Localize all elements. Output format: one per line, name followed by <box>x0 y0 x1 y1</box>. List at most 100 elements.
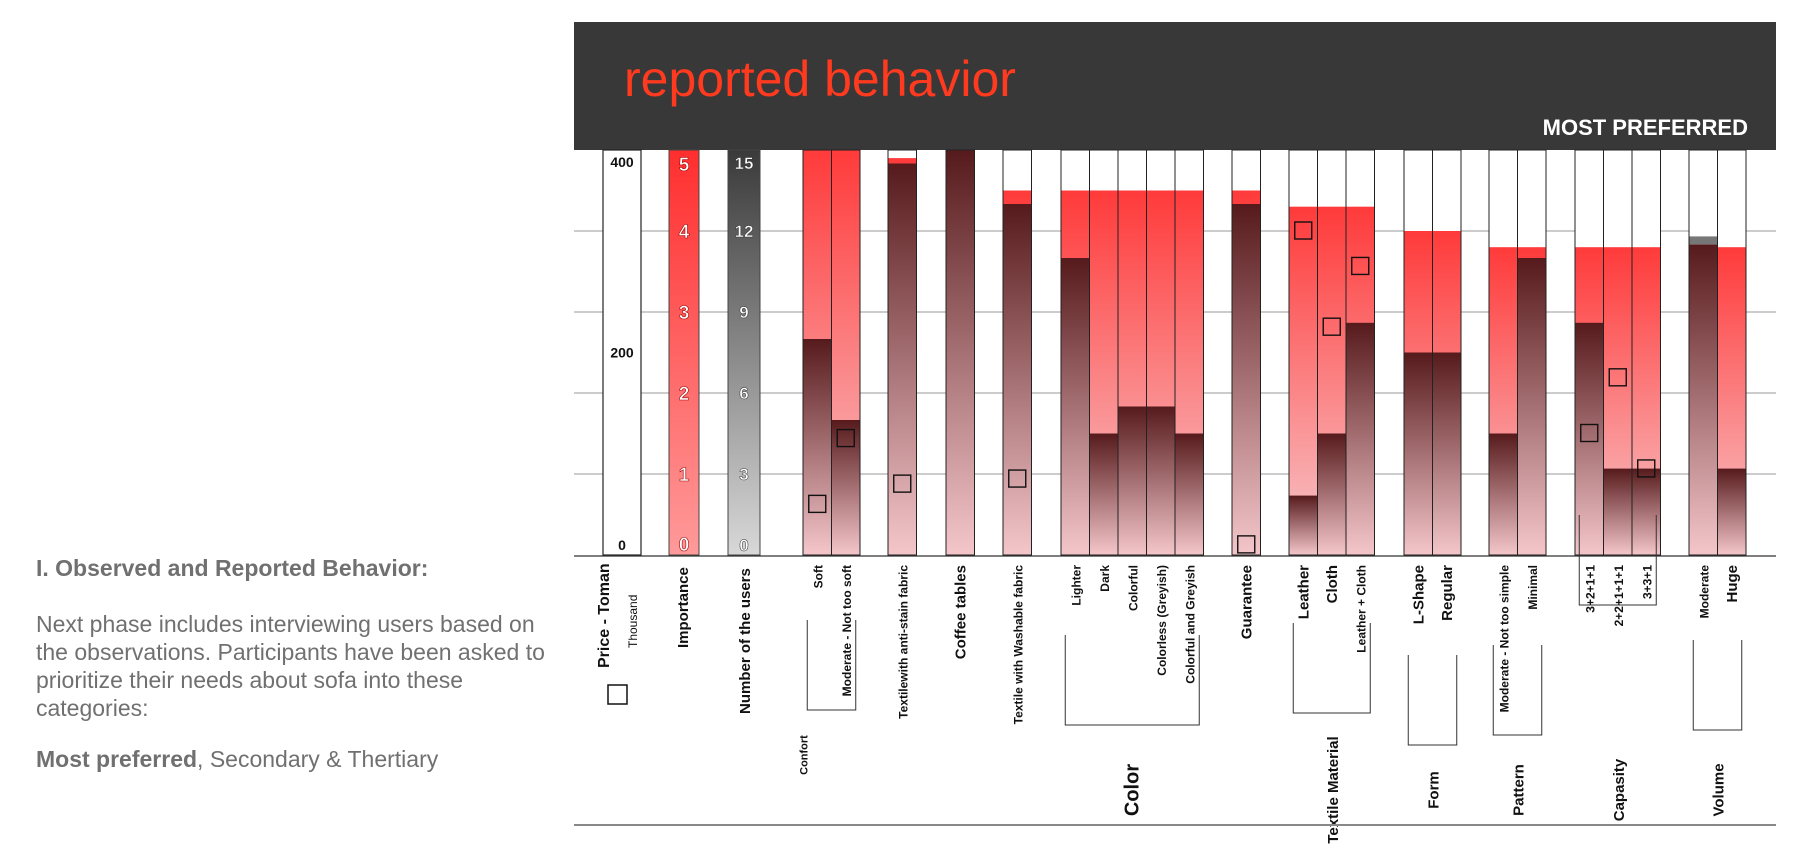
group-bracket <box>1692 640 1743 731</box>
group-bracket <box>1292 623 1371 714</box>
bar-users <box>803 339 831 555</box>
bar-users <box>1346 322 1374 555</box>
group-bracket <box>806 620 857 711</box>
bar-users <box>1232 204 1260 555</box>
group-brackets <box>806 515 1743 746</box>
group-bracket <box>1407 655 1458 746</box>
group-label: Form <box>1426 771 1443 809</box>
bar-label: Guarantee <box>1238 565 1255 639</box>
price-marker <box>1580 423 1599 443</box>
importance-tick: 0 <box>679 535 690 556</box>
bar-users <box>1289 495 1317 555</box>
bar-users <box>1318 433 1346 555</box>
group-label-group: Confort <box>798 735 810 775</box>
price-tick: 0 <box>618 537 626 553</box>
bar-label: 3+3+1 <box>1640 565 1654 599</box>
section-footer: Most preferred, Secondary & Thertiary <box>36 746 556 773</box>
price-axis-ticks: 400 200 0 <box>610 154 634 553</box>
importance-tick: 1 <box>679 465 690 486</box>
bar-label-group: Moderate - Not too soft <box>840 565 854 696</box>
bar-users <box>1175 433 1203 555</box>
price-marker <box>808 494 827 514</box>
group-label-group: Color <box>1121 764 1143 816</box>
importance-tick: 2 <box>679 384 690 405</box>
price-markers <box>808 221 1656 554</box>
users-scale-labels: 15 12 9 6 3 0 <box>734 154 754 556</box>
bar-outline <box>1432 149 1462 556</box>
bar-outline <box>1631 149 1661 556</box>
price-marker <box>1322 317 1341 336</box>
group-label: Pattern <box>1511 764 1528 816</box>
bar-users <box>888 163 916 555</box>
bar-label: Huge <box>1724 565 1741 603</box>
bar-label-group: Soft <box>811 565 825 588</box>
users-label: Number of the users <box>737 568 754 714</box>
bar-label-group: Moderate <box>1697 565 1711 619</box>
bar-label-group: Minimal <box>1526 565 1540 610</box>
chart-title: reported behavior <box>624 51 1016 107</box>
group-bracket <box>1578 515 1657 606</box>
importance-scale-bar <box>668 149 700 556</box>
bar-outline <box>1717 149 1747 556</box>
bar-label: Lighter <box>1069 565 1083 606</box>
price-marker <box>1637 459 1656 478</box>
bar-label-group: Textilewith anti-stain fabric <box>896 565 910 719</box>
price-marker <box>1294 221 1313 240</box>
bar-outline <box>1517 149 1547 556</box>
bar-users <box>1632 468 1660 555</box>
bar-users <box>1090 433 1118 555</box>
users-scale-bar <box>727 149 761 556</box>
bar-users <box>1718 468 1746 555</box>
bar-users <box>1061 258 1089 555</box>
price-axis-unit: Thousand <box>626 595 640 648</box>
bar-users <box>1604 468 1632 555</box>
bar-outline <box>831 149 861 556</box>
bar-label-group: Regular <box>1439 565 1456 621</box>
group-label: Volume <box>1711 763 1728 816</box>
price-marker <box>893 474 912 493</box>
users-tick: 3 <box>739 465 748 484</box>
chart-subtitle: MOST PREFERRED <box>1543 115 1748 140</box>
group-label: Capasity <box>1611 758 1628 821</box>
bar-columns <box>802 149 1747 556</box>
bar-label: Soft <box>811 565 825 588</box>
bar-label: Moderate - Not too simple <box>1497 565 1511 713</box>
group-label: Confort <box>798 735 810 775</box>
bar-label: Regular <box>1439 565 1456 621</box>
bar-label-group: Colorful <box>1126 565 1140 611</box>
bar-outline <box>1174 149 1204 556</box>
bar-label: 2+2+1+1+1 <box>1612 565 1626 627</box>
users-tick: 12 <box>735 222 754 241</box>
bar-users <box>832 420 860 555</box>
bar-label-group: Leather + Cloth <box>1354 565 1368 653</box>
bar-label: Cloth <box>1324 565 1341 603</box>
bar-label: Colorless (Greyish) <box>1155 565 1169 676</box>
bar-label-group: Leather <box>1295 565 1312 619</box>
bar-label: Leather <box>1295 565 1312 619</box>
bar-label-group: Huge <box>1724 565 1741 603</box>
bar-label-group: Cloth <box>1324 565 1341 603</box>
bar-users <box>1433 352 1461 555</box>
price-marker <box>1351 256 1370 276</box>
bar-label: Coffee tables <box>952 565 969 659</box>
bar-users <box>946 150 974 555</box>
bar-label: Moderate <box>1697 565 1711 619</box>
bar-outline <box>1002 149 1032 556</box>
bar-users <box>1147 406 1175 555</box>
importance-scale-labels: 5 4 3 2 1 0 <box>678 155 690 557</box>
users-tick: 0 <box>739 536 748 555</box>
bar-outline <box>945 149 975 556</box>
importance-label: Importance <box>675 567 692 648</box>
bar-label-group: L-Shape <box>1410 565 1427 624</box>
bar-label: 3+2+1+1 <box>1583 565 1597 613</box>
group-label-group: Capasity <box>1611 758 1628 821</box>
users-tick: 9 <box>739 303 748 322</box>
users-tick: 6 <box>739 384 748 403</box>
price-axis-label: Price - Toman <box>596 563 613 668</box>
group-label-group: Volume <box>1711 763 1728 816</box>
bar-label: Dark <box>1098 565 1112 592</box>
group-labels: Confort Color Textile Material Form Pattern C… <box>798 735 1727 844</box>
price-marker <box>836 428 855 448</box>
bar-grey-cap <box>1689 236 1717 245</box>
bar-users <box>1489 433 1517 555</box>
